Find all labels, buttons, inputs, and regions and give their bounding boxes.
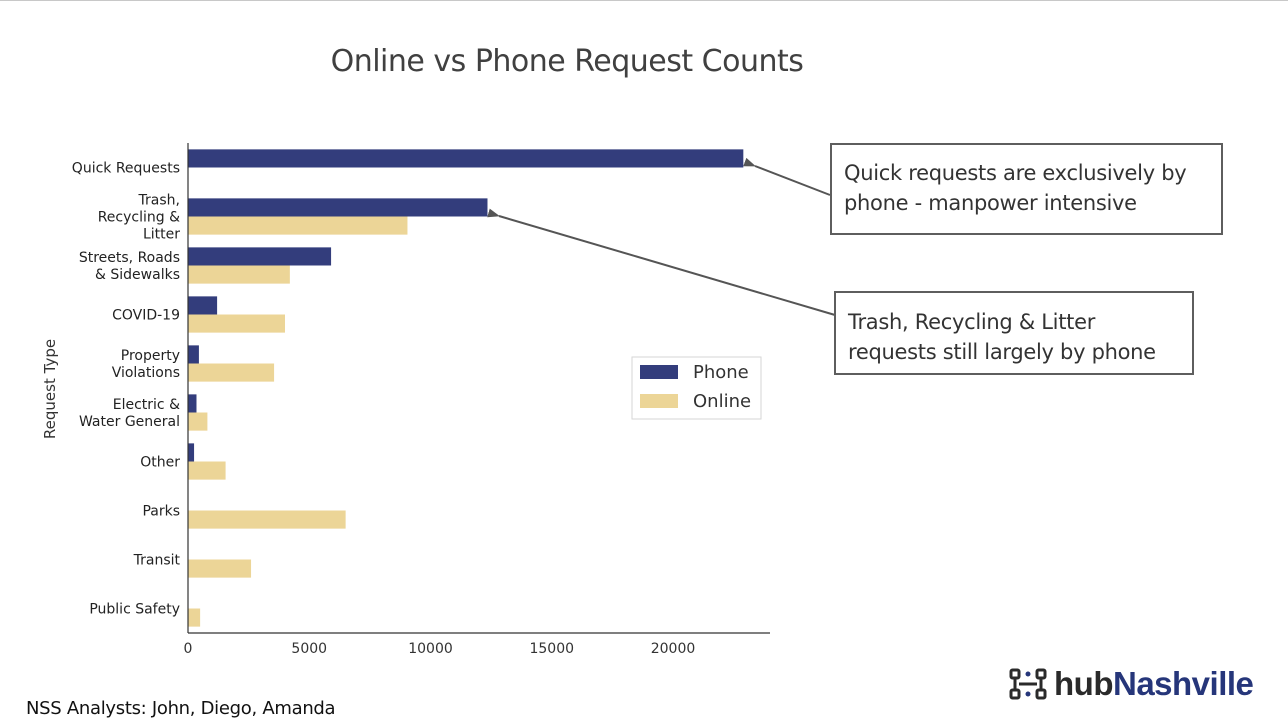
y-tick-label-line: Parks bbox=[142, 504, 180, 520]
legend-label-phone: Phone bbox=[693, 362, 749, 383]
callout-quick-requests: Quick requests are exclusively by phone … bbox=[830, 143, 1223, 235]
y-tick-label: Trash, Recycling & Litter bbox=[98, 193, 181, 243]
callout-trash-recycling: Trash, Recycling & Litter requests still… bbox=[834, 291, 1194, 375]
bar-phone bbox=[188, 443, 195, 462]
x-tick-label: 15000 bbox=[529, 641, 574, 657]
y-tick-label: Transit bbox=[133, 553, 181, 569]
bar-online bbox=[188, 363, 275, 382]
bar-phone bbox=[188, 296, 218, 315]
hubnashville-logo: hubNashville bbox=[1008, 664, 1254, 704]
bar-phone bbox=[188, 345, 199, 364]
y-tick-label-line: Water General bbox=[79, 414, 180, 430]
callout-line: Trash, Recycling & Litter bbox=[848, 310, 1096, 334]
bar-online bbox=[188, 559, 252, 578]
y-tick-label-line: COVID-19 bbox=[112, 308, 180, 324]
bar-online bbox=[188, 608, 201, 627]
logo-city-text: Nashville bbox=[1112, 665, 1254, 702]
legend-label-online: Online bbox=[693, 391, 751, 412]
y-tick-label-line: Recycling & bbox=[98, 210, 180, 226]
y-tick-label: Property Violations bbox=[112, 348, 180, 381]
y-tick-label-line: Property bbox=[121, 348, 180, 364]
x-tick-label: 10000 bbox=[408, 641, 453, 657]
x-tick-label: 0 bbox=[184, 641, 193, 657]
bar-phone bbox=[188, 247, 332, 266]
y-tick-label-line: Public Safety bbox=[89, 602, 180, 618]
y-tick-label: Streets, Roads & Sidewalks bbox=[79, 250, 180, 283]
y-tick-label: Electric & Water General bbox=[79, 397, 180, 430]
legend: Phone Online bbox=[631, 356, 762, 420]
y-tick-label-line: & Sidewalks bbox=[95, 267, 180, 283]
bar-online bbox=[188, 510, 346, 529]
callout-arrow-quick bbox=[743, 157, 831, 196]
callout-line: phone - manpower intensive bbox=[844, 191, 1137, 215]
y-tick-label-line: Litter bbox=[143, 227, 180, 243]
bar-phone bbox=[188, 394, 197, 413]
y-tick-label-line: Streets, Roads bbox=[79, 250, 180, 266]
network-grid-icon bbox=[1009, 668, 1047, 700]
y-tick-label: COVID-19 bbox=[112, 308, 180, 324]
callout-line: Quick requests are exclusively by bbox=[844, 161, 1187, 185]
y-tick-label-line: Trash, bbox=[138, 193, 180, 209]
logo-wordmark: hubNashville bbox=[1054, 665, 1254, 703]
bar-phone bbox=[188, 198, 488, 217]
top-rule bbox=[0, 0, 1288, 1]
x-tick-label: 5000 bbox=[291, 641, 327, 657]
legend-swatch-online bbox=[640, 394, 678, 408]
slide-title: Online vs Phone Request Counts bbox=[330, 44, 804, 79]
footer-credits: NSS Analysts: John, Diego, Amanda bbox=[26, 698, 336, 719]
bar-online bbox=[188, 265, 290, 284]
y-tick-label: Parks bbox=[142, 504, 180, 520]
legend-swatch-phone bbox=[640, 365, 678, 379]
y-tick-label-line: Quick Requests bbox=[72, 161, 180, 177]
y-tick-label-line: Other bbox=[140, 455, 180, 471]
y-tick-label: Public Safety bbox=[89, 602, 180, 618]
bar-online bbox=[188, 461, 226, 480]
y-tick-label-line: Transit bbox=[133, 553, 181, 569]
y-tick-label: Quick Requests bbox=[72, 161, 180, 177]
bar-phone bbox=[188, 149, 744, 168]
labels-group: 0 5000 10000 15000 20000 Quick Requests Trash,… bbox=[41, 161, 695, 658]
y-tick-label-line: Electric & bbox=[113, 397, 180, 413]
axes-group bbox=[187, 143, 770, 634]
callout-arrow-trash bbox=[487, 208, 836, 316]
x-tick-label: 20000 bbox=[651, 641, 696, 657]
y-tick-label-line: Violations bbox=[112, 365, 180, 381]
bar-online bbox=[188, 216, 408, 235]
logo-hub-text: hub bbox=[1054, 665, 1113, 702]
callout-line: requests still largely by phone bbox=[848, 340, 1156, 364]
y-axis-label: Request Type bbox=[41, 339, 59, 439]
bar-online bbox=[188, 412, 208, 431]
bars-group bbox=[188, 149, 744, 627]
bar-online bbox=[188, 314, 285, 333]
y-tick-label: Other bbox=[140, 455, 180, 471]
